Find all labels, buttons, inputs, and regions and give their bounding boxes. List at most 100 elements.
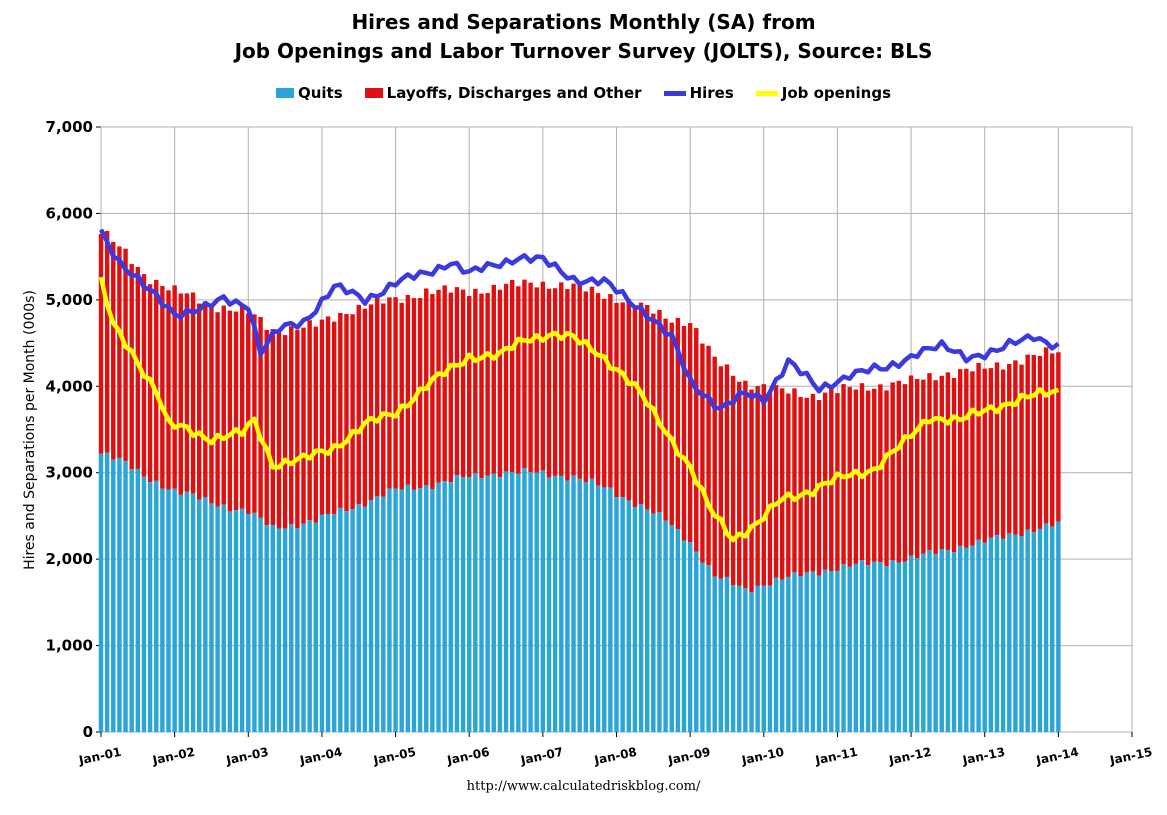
bar-quits xyxy=(779,579,785,732)
bar-quits xyxy=(865,565,871,732)
bar-quits xyxy=(1007,533,1012,732)
bar-layoffs xyxy=(933,380,938,555)
bar-quits xyxy=(638,504,644,732)
bar-quits xyxy=(540,470,546,732)
legend-item-quits: Quits xyxy=(275,84,343,102)
bar-layoffs xyxy=(792,388,797,572)
bar-quits xyxy=(982,542,987,732)
bar-quits xyxy=(1031,532,1037,732)
x-tick-label: Jan-10 xyxy=(740,745,786,768)
bar-layoffs xyxy=(841,384,846,565)
x-tick-label: Jan-07 xyxy=(519,745,565,768)
bar-quits xyxy=(276,528,282,732)
bar-layoffs xyxy=(264,329,269,526)
bar-layoffs xyxy=(442,285,447,482)
bar-quits xyxy=(111,459,116,732)
bar-quits xyxy=(577,478,582,732)
bar-layoffs xyxy=(976,362,981,540)
chart-title-line1: Hires and Separations Monthly (SA) from xyxy=(351,10,816,34)
legend-item-openings: Job openings xyxy=(755,84,891,102)
bar-layoffs xyxy=(632,306,638,507)
bar-quits xyxy=(687,542,693,732)
bar-quits xyxy=(755,585,760,732)
bar-quits xyxy=(718,578,724,732)
bar-quits xyxy=(1050,526,1055,732)
bar-quits xyxy=(295,528,300,732)
bar-quits xyxy=(724,576,730,732)
bar-quits xyxy=(559,475,564,732)
bar-layoffs xyxy=(743,380,748,589)
bar-quits xyxy=(104,452,110,732)
bar-layoffs xyxy=(602,298,607,488)
x-tick-label: Jan-08 xyxy=(592,745,638,768)
bar-quits xyxy=(393,488,398,732)
bar-layoffs xyxy=(454,287,460,476)
bar-layoffs xyxy=(1000,369,1006,539)
bar-layoffs xyxy=(154,279,159,481)
bar-layoffs xyxy=(528,282,533,473)
bar-quits xyxy=(123,460,128,732)
bar-quits xyxy=(387,488,392,732)
bar-quits xyxy=(436,482,441,732)
bar-quits xyxy=(1056,521,1061,732)
x-tick-label: Jan-13 xyxy=(961,745,1007,768)
x-tick-label: Jan-03 xyxy=(224,745,270,768)
bar-quits xyxy=(663,520,668,732)
bar-quits xyxy=(822,569,828,732)
bar-quits xyxy=(154,480,159,732)
bar-layoffs xyxy=(276,331,282,529)
bar-layoffs xyxy=(951,377,957,553)
legend-label-quits: Quits xyxy=(297,84,343,102)
bar-layoffs xyxy=(1007,363,1012,534)
bar-layoffs xyxy=(878,384,883,563)
bar-quits xyxy=(626,500,631,732)
bar-quits xyxy=(424,485,429,732)
legend-item-layoffs: Layoffs, Discharges and Other xyxy=(364,84,642,102)
bar-layoffs xyxy=(282,335,288,529)
legend-swatch-layoffs xyxy=(364,88,383,98)
bar-layoffs xyxy=(921,379,926,554)
bar-layoffs xyxy=(608,294,613,488)
bar-quits xyxy=(583,481,589,732)
bar-quits xyxy=(970,545,975,732)
bar-layoffs xyxy=(902,384,908,562)
bar-quits xyxy=(430,488,435,732)
bar-quits xyxy=(546,477,552,732)
bar-quits xyxy=(878,562,883,732)
y-tick-label: 0 xyxy=(83,723,93,741)
y-tick-label: 5,000 xyxy=(46,291,93,309)
bar-layoffs xyxy=(117,246,122,458)
bar-layoffs xyxy=(552,288,558,476)
bar-layoffs xyxy=(669,322,674,525)
bar-quits xyxy=(528,472,533,732)
bar-layoffs xyxy=(681,326,687,541)
bar-layoffs xyxy=(859,383,865,561)
bar-layoffs xyxy=(755,386,760,586)
bar-quits xyxy=(178,494,183,732)
bar-quits xyxy=(921,553,926,732)
bar-quits xyxy=(497,477,503,732)
bar-layoffs xyxy=(436,289,441,483)
bar-quits xyxy=(516,473,521,732)
bar-layoffs xyxy=(964,368,969,548)
bar-layoffs xyxy=(381,303,386,497)
bar-layoffs xyxy=(706,345,711,566)
bar-quits xyxy=(914,558,920,732)
bar-layoffs xyxy=(565,289,570,481)
bar-quits xyxy=(319,514,325,732)
bar-quits xyxy=(669,524,674,732)
bar-quits xyxy=(681,540,687,732)
bar-layoffs xyxy=(724,364,730,577)
bar-layoffs xyxy=(503,283,509,472)
bar-layoffs xyxy=(749,389,754,592)
bar-quits xyxy=(651,513,656,732)
bar-quits xyxy=(737,585,742,732)
bar-layoffs xyxy=(460,289,466,478)
bar-layoffs xyxy=(657,309,662,513)
bar-quits xyxy=(454,475,460,732)
chart-legend: Quits Layoffs, Discharges and Other Hire… xyxy=(0,84,1167,102)
bar-quits xyxy=(810,571,816,732)
bar-layoffs xyxy=(405,294,411,485)
bar-quits xyxy=(135,468,141,732)
y-tick-label: 6,000 xyxy=(46,204,93,222)
